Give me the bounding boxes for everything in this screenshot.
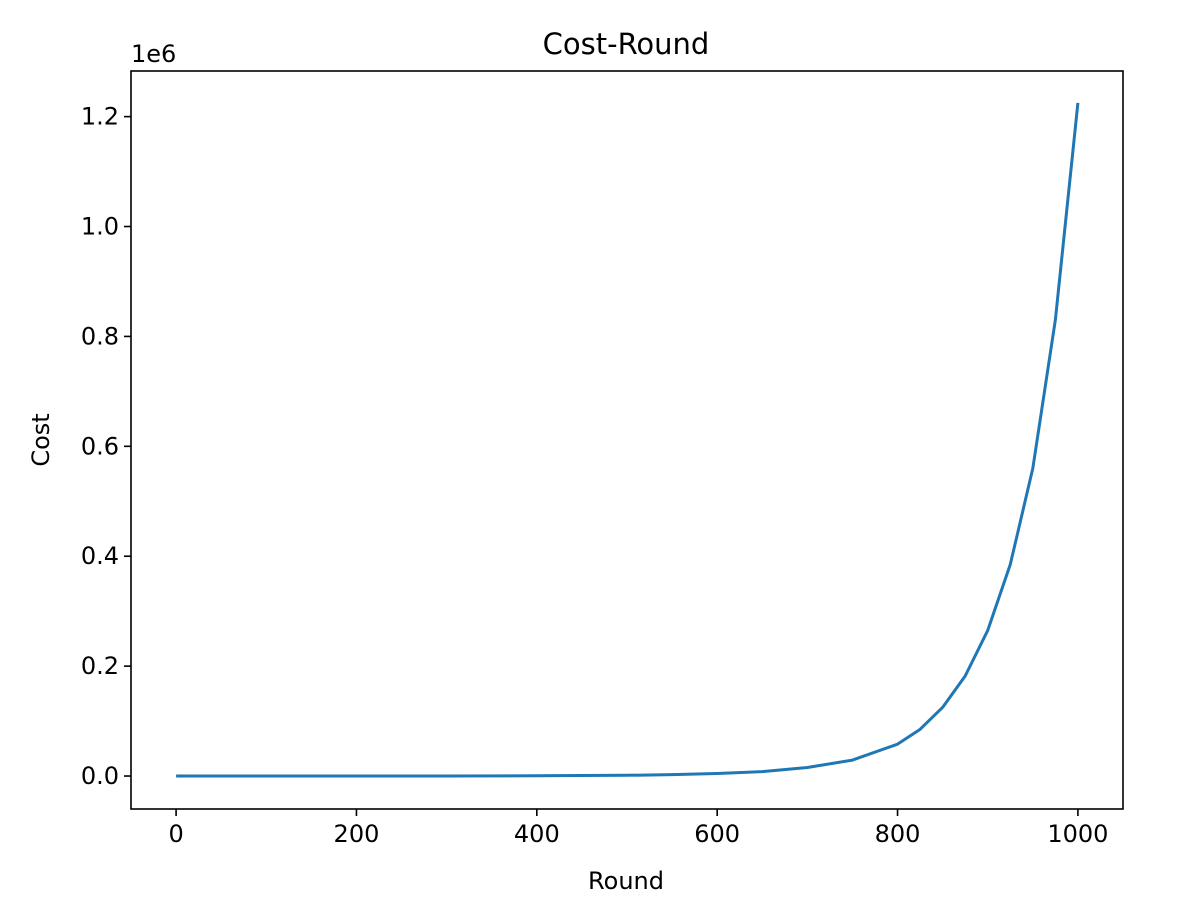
y-tick-label: 0.8 — [81, 322, 119, 350]
y-axis-ticks: 0.0 0.2 0.4 0.6 0.8 1.0 1.2 — [81, 103, 131, 790]
y-tick-label: 0.6 — [81, 432, 119, 460]
chart-title: Cost-Round — [543, 27, 710, 61]
x-tick-label: 400 — [514, 820, 560, 848]
x-tick-label: 0 — [168, 820, 183, 848]
y-tick-label: 0.2 — [81, 652, 119, 680]
y-offset-text: 1e6 — [131, 40, 176, 68]
series-layer — [176, 102, 1080, 778]
series-line — [176, 102, 1080, 778]
y-tick-label: 0.4 — [81, 542, 119, 570]
x-tick-label: 200 — [334, 820, 380, 848]
y-tick-label: 1.2 — [81, 103, 119, 131]
y-tick-label: 0.0 — [81, 762, 119, 790]
x-axis-ticks: 0 200 400 600 800 1000 — [168, 809, 1108, 848]
x-tick-label: 800 — [875, 820, 921, 848]
x-tick-label: 1000 — [1047, 820, 1108, 848]
plot-area-frame — [130, 70, 1124, 810]
x-tick-label: 600 — [694, 820, 740, 848]
y-axis-label: Cost — [27, 413, 55, 466]
y-tick-label: 1.0 — [81, 213, 119, 241]
x-axis-label: Round — [588, 867, 664, 895]
